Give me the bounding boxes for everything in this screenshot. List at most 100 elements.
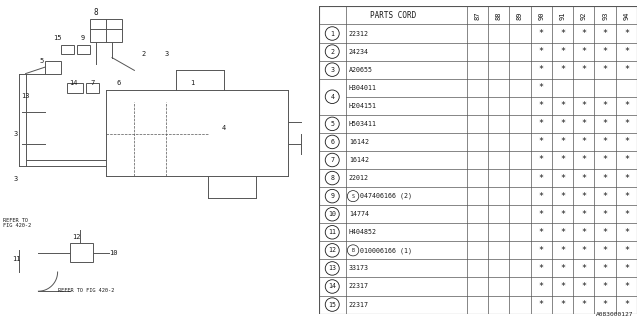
Text: 13: 13 xyxy=(21,93,30,99)
Text: *: * xyxy=(624,65,629,74)
Text: H304011: H304011 xyxy=(349,85,377,91)
Text: PARTS CORD: PARTS CORD xyxy=(369,11,416,20)
Text: 2: 2 xyxy=(142,52,146,57)
Text: *: * xyxy=(539,83,544,92)
Text: *: * xyxy=(624,119,629,128)
Text: 3: 3 xyxy=(330,67,334,73)
Text: *: * xyxy=(539,192,544,201)
Text: *: * xyxy=(624,246,629,255)
Text: 14: 14 xyxy=(328,284,336,290)
Text: *: * xyxy=(560,192,565,201)
Bar xyxy=(70,243,93,262)
Text: 16142: 16142 xyxy=(349,139,369,145)
Text: 22012: 22012 xyxy=(349,175,369,181)
Text: 4: 4 xyxy=(222,125,226,131)
Text: *: * xyxy=(624,228,629,237)
Text: *: * xyxy=(624,47,629,56)
Text: 90: 90 xyxy=(538,11,544,20)
Text: *: * xyxy=(603,246,607,255)
Text: *: * xyxy=(603,119,607,128)
Text: *: * xyxy=(603,282,607,291)
Text: 22317: 22317 xyxy=(349,301,369,308)
Text: 9: 9 xyxy=(81,36,85,41)
Text: *: * xyxy=(581,47,586,56)
Text: *: * xyxy=(624,101,629,110)
Bar xyxy=(77,45,90,54)
Text: *: * xyxy=(581,29,586,38)
Text: 3: 3 xyxy=(14,176,18,182)
Bar xyxy=(86,83,99,93)
Text: *: * xyxy=(560,156,565,164)
Text: *: * xyxy=(539,228,544,237)
Text: 12: 12 xyxy=(328,247,336,253)
Text: 7: 7 xyxy=(330,157,334,163)
Bar xyxy=(90,19,122,42)
Text: REFER TO FIG 420-2: REFER TO FIG 420-2 xyxy=(58,288,114,293)
Text: 1: 1 xyxy=(190,80,194,86)
Text: *: * xyxy=(603,47,607,56)
Text: 14: 14 xyxy=(69,80,78,86)
Text: *: * xyxy=(560,300,565,309)
Text: 3: 3 xyxy=(164,52,168,57)
Text: 14774: 14774 xyxy=(349,211,369,217)
Text: *: * xyxy=(603,210,607,219)
Text: *: * xyxy=(560,264,565,273)
Text: *: * xyxy=(560,47,565,56)
Text: *: * xyxy=(560,119,565,128)
Text: 12: 12 xyxy=(72,234,81,240)
Text: *: * xyxy=(581,192,586,201)
Text: A083000127: A083000127 xyxy=(596,312,634,317)
Text: *: * xyxy=(624,173,629,183)
Text: *: * xyxy=(560,29,565,38)
Text: 89: 89 xyxy=(517,11,523,20)
Text: *: * xyxy=(603,173,607,183)
Text: *: * xyxy=(581,246,586,255)
Text: *: * xyxy=(603,264,607,273)
Text: 92: 92 xyxy=(581,11,587,20)
Text: 10: 10 xyxy=(328,211,336,217)
Text: *: * xyxy=(603,192,607,201)
Text: *: * xyxy=(581,156,586,164)
Text: 22317: 22317 xyxy=(349,284,369,290)
Text: *: * xyxy=(581,65,586,74)
Text: *: * xyxy=(539,246,544,255)
Text: 16142: 16142 xyxy=(349,157,369,163)
Text: *: * xyxy=(581,119,586,128)
Text: *: * xyxy=(581,210,586,219)
Text: *: * xyxy=(603,300,607,309)
Text: *: * xyxy=(539,282,544,291)
Text: 010006166 (1): 010006166 (1) xyxy=(360,247,412,254)
Text: *: * xyxy=(560,282,565,291)
Text: *: * xyxy=(603,65,607,74)
Text: *: * xyxy=(539,101,544,110)
Text: *: * xyxy=(539,137,544,147)
Text: A20655: A20655 xyxy=(349,67,373,73)
Text: 24234: 24234 xyxy=(349,49,369,55)
Text: *: * xyxy=(581,137,586,147)
Text: 87: 87 xyxy=(474,11,480,20)
Text: *: * xyxy=(539,47,544,56)
Text: *: * xyxy=(603,156,607,164)
Text: 91: 91 xyxy=(559,11,566,20)
Text: B: B xyxy=(351,248,355,253)
Text: *: * xyxy=(624,137,629,147)
Text: 93: 93 xyxy=(602,11,608,20)
Text: *: * xyxy=(581,101,586,110)
Text: *: * xyxy=(581,228,586,237)
Text: *: * xyxy=(581,300,586,309)
Text: *: * xyxy=(581,173,586,183)
Text: *: * xyxy=(603,29,607,38)
Text: *: * xyxy=(560,246,565,255)
Text: 11: 11 xyxy=(12,256,20,262)
Text: H503411: H503411 xyxy=(349,121,377,127)
Text: *: * xyxy=(539,264,544,273)
Text: *: * xyxy=(560,101,565,110)
Text: *: * xyxy=(560,228,565,237)
Text: *: * xyxy=(581,264,586,273)
Bar xyxy=(67,83,83,93)
Text: *: * xyxy=(624,264,629,273)
Text: H404852: H404852 xyxy=(349,229,377,235)
Text: *: * xyxy=(539,173,544,183)
Text: *: * xyxy=(624,210,629,219)
Text: *: * xyxy=(624,29,629,38)
